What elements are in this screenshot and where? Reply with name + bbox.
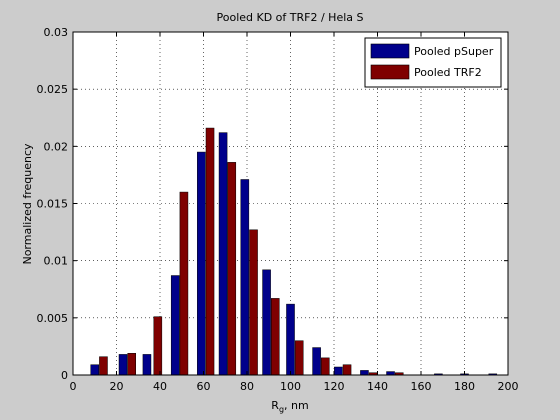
legend-swatch-pooled-trf2 xyxy=(370,64,410,80)
bar-pooled-psuper xyxy=(170,275,180,376)
x-tick-label: 60 xyxy=(197,380,211,393)
x-tick-label: 100 xyxy=(280,380,301,393)
y-tick-label: 0.01 xyxy=(44,255,69,268)
bar-pooled-psuper xyxy=(142,354,152,376)
x-tick-label: 80 xyxy=(240,380,254,393)
bar-pooled-psuper xyxy=(386,371,395,376)
bar-pooled-trf2 xyxy=(271,298,280,376)
bar-pooled-psuper xyxy=(240,179,250,376)
bar-pooled-trf2 xyxy=(127,353,136,376)
x-axis-label-main: R xyxy=(271,399,279,412)
bar-pooled-psuper xyxy=(197,151,206,376)
bar-pooled-trf2 xyxy=(153,316,163,376)
bar-pooled-trf2 xyxy=(321,357,330,376)
y-tick-label: 0.03 xyxy=(44,26,69,39)
bar-pooled-trf2 xyxy=(99,356,108,376)
bar-pooled-psuper xyxy=(312,347,321,376)
y-tick-label: 0 xyxy=(61,369,68,382)
y-tick-label: 0.025 xyxy=(37,83,69,96)
x-tick-label: 160 xyxy=(411,380,432,393)
bar-pooled-psuper xyxy=(90,364,100,376)
bar-pooled-trf2 xyxy=(179,191,189,376)
x-axis-label-subscript: g xyxy=(279,405,284,414)
x-axis-label-units: , nm xyxy=(284,399,309,412)
bar-pooled-trf2 xyxy=(342,364,352,376)
bar-pooled-psuper xyxy=(360,370,369,376)
x-tick-label: 120 xyxy=(324,380,345,393)
bar-pooled-psuper xyxy=(286,303,295,376)
x-tick-labels: 0 20 40 60 80 100 120 140 160 180 200 xyxy=(70,380,519,393)
bar-pooled-psuper xyxy=(334,366,343,376)
y-tick-label: 0.005 xyxy=(37,312,69,325)
grid-lines xyxy=(73,32,508,375)
bar-pooled-trf2 xyxy=(227,162,237,376)
y-tick-label: 0.02 xyxy=(44,140,69,153)
x-tick-label: 200 xyxy=(498,380,519,393)
x-tick-label: 40 xyxy=(153,380,167,393)
chart-title: Pooled KD of TRF2 / Hela S xyxy=(217,11,364,24)
bar-pooled-trf2 xyxy=(205,127,215,376)
bar-pooled-psuper xyxy=(262,269,271,376)
axis-ticks xyxy=(72,31,509,376)
legend-label-pooled-psuper: Pooled pSuper xyxy=(414,45,494,58)
bars xyxy=(90,127,498,376)
x-tick-label: 140 xyxy=(367,380,388,393)
x-tick-label: 20 xyxy=(110,380,124,393)
x-tick-label: 0 xyxy=(70,380,77,393)
legend-label-pooled-trf2: Pooled TRF2 xyxy=(414,66,482,79)
y-tick-labels: 0 0.005 0.01 0.015 0.02 0.025 0.03 xyxy=(37,26,69,382)
y-tick-label: 0.015 xyxy=(37,198,69,211)
bar-pooled-trf2 xyxy=(294,340,304,376)
x-tick-label: 180 xyxy=(454,380,475,393)
bar-pooled-psuper xyxy=(218,132,228,376)
bar-pooled-trf2 xyxy=(249,229,258,376)
x-axis-label: Rg, nm xyxy=(271,399,308,414)
bar-pooled-psuper xyxy=(118,354,128,376)
legend-swatch-pooled-psuper xyxy=(370,43,410,59)
legend: Pooled pSuper Pooled TRF2 xyxy=(364,37,502,88)
y-axis-label: Normalized frequency xyxy=(21,143,34,265)
